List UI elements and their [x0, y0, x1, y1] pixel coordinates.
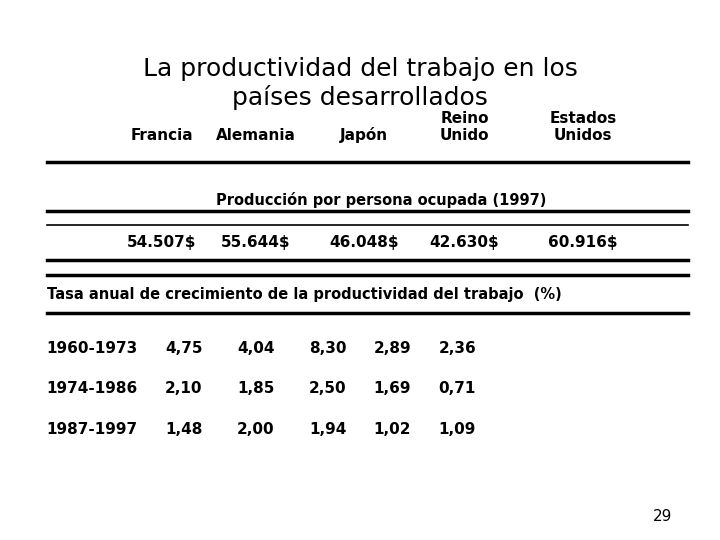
Text: 8,30: 8,30: [309, 341, 346, 356]
Text: 2,10: 2,10: [165, 381, 202, 396]
Text: 1,02: 1,02: [374, 422, 411, 437]
Text: 1987-1997: 1987-1997: [47, 422, 138, 437]
Text: 1,48: 1,48: [165, 422, 202, 437]
Text: 4,75: 4,75: [165, 341, 202, 356]
Text: 2,50: 2,50: [309, 381, 346, 396]
Text: Francia: Francia: [131, 128, 193, 143]
Text: Alemania: Alemania: [216, 128, 295, 143]
Text: 4,04: 4,04: [237, 341, 274, 356]
Text: 2,89: 2,89: [374, 341, 411, 356]
Text: Estados
Unidos: Estados Unidos: [549, 111, 617, 143]
Text: Producción por persona ocupada (1997): Producción por persona ocupada (1997): [217, 192, 546, 208]
Text: 1,85: 1,85: [237, 381, 274, 396]
Text: 1974-1986: 1974-1986: [47, 381, 138, 396]
Text: Japón: Japón: [340, 127, 387, 143]
Text: 1960-1973: 1960-1973: [47, 341, 138, 356]
Text: 1,09: 1,09: [438, 422, 476, 437]
Text: 55.644$: 55.644$: [221, 235, 290, 251]
Text: 1,69: 1,69: [374, 381, 411, 396]
Text: 2,00: 2,00: [237, 422, 274, 437]
Text: 54.507$: 54.507$: [127, 235, 197, 251]
Text: 60.916$: 60.916$: [549, 235, 618, 251]
Text: 46.048$: 46.048$: [329, 235, 398, 251]
Text: 42.630$: 42.630$: [430, 235, 499, 251]
Text: 1,94: 1,94: [309, 422, 346, 437]
Text: Reino
Unido: Reino Unido: [440, 111, 489, 143]
Text: 29: 29: [653, 509, 672, 524]
Text: La productividad del trabajo en los
países desarrollados: La productividad del trabajo en los país…: [143, 57, 577, 110]
Text: Tasa anual de crecimiento de la productividad del trabajo  (%): Tasa anual de crecimiento de la producti…: [47, 287, 562, 302]
Text: 2,36: 2,36: [438, 341, 476, 356]
Text: 0,71: 0,71: [438, 381, 476, 396]
